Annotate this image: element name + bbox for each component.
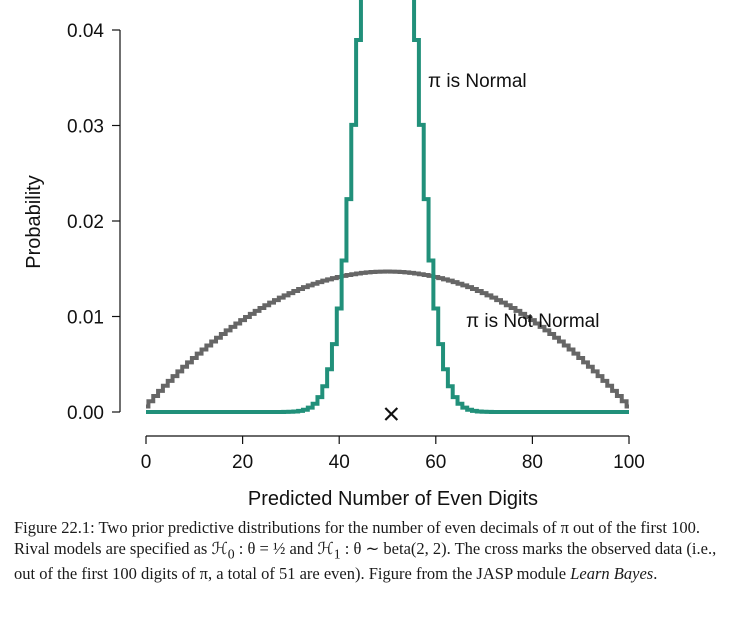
caption-h0-subscript: 0 [227,545,235,561]
caption-text-part-1: Two prior predictive distributions for t… [14,518,700,558]
chart-canvas: 0.00 0.01 0.02 0.03 0.04 0 20 40 60 80 100 π is N… [23,0,645,510]
caption-h1-subscript: 1 [333,545,341,561]
y-tick-label: 0.03 [67,117,104,138]
x-axis: 0 20 40 60 80 100 [141,435,645,473]
x-tick-label: 40 [329,452,350,473]
x-tick-label: 60 [425,452,446,473]
x-tick-label: 0 [141,452,152,473]
y-axis-title: Probability [23,175,45,268]
caption-text-part-4: . [653,564,658,584]
figure-caption: Figure 22.1: Two prior predictive distri… [14,518,724,585]
series-layer [146,0,629,414]
y-tick-label: 0.01 [67,308,104,329]
series-label-pi-normal: π is Normal [428,71,527,92]
observed-data-marker [384,407,399,421]
y-tick-label: 0.00 [67,403,104,424]
y-tick-label: 0.04 [67,21,104,42]
y-tick-label: 0.02 [67,212,104,233]
caption-label: Figure 22.1: [14,518,95,537]
y-axis: 0.00 0.01 0.02 0.03 0.04 [67,21,121,424]
caption-module-name: Learn Bayes [570,564,654,584]
caption-paragraph: Figure 22.1: Two prior predictive distri… [14,518,724,585]
series-line-pi-normal [146,0,629,414]
caption-text-part-3: : θ ∼ beta(2, 2). The cross marks the ob… [14,538,717,584]
x-tick-label: 80 [522,452,543,473]
x-tick-label: 20 [232,452,253,473]
observed-cross-stroke [384,407,399,421]
x-axis-title: Predicted Number of Even Digits [248,488,538,510]
annotation-layer: π is Normal π is Not Normal [384,71,599,421]
caption-text-part-2: : θ = ½ and ℋ [234,538,334,558]
series-label-pi-not-normal: π is Not Normal [466,311,599,332]
x-tick-label: 100 [613,452,645,473]
series-line-pi-not-normal [146,269,629,409]
